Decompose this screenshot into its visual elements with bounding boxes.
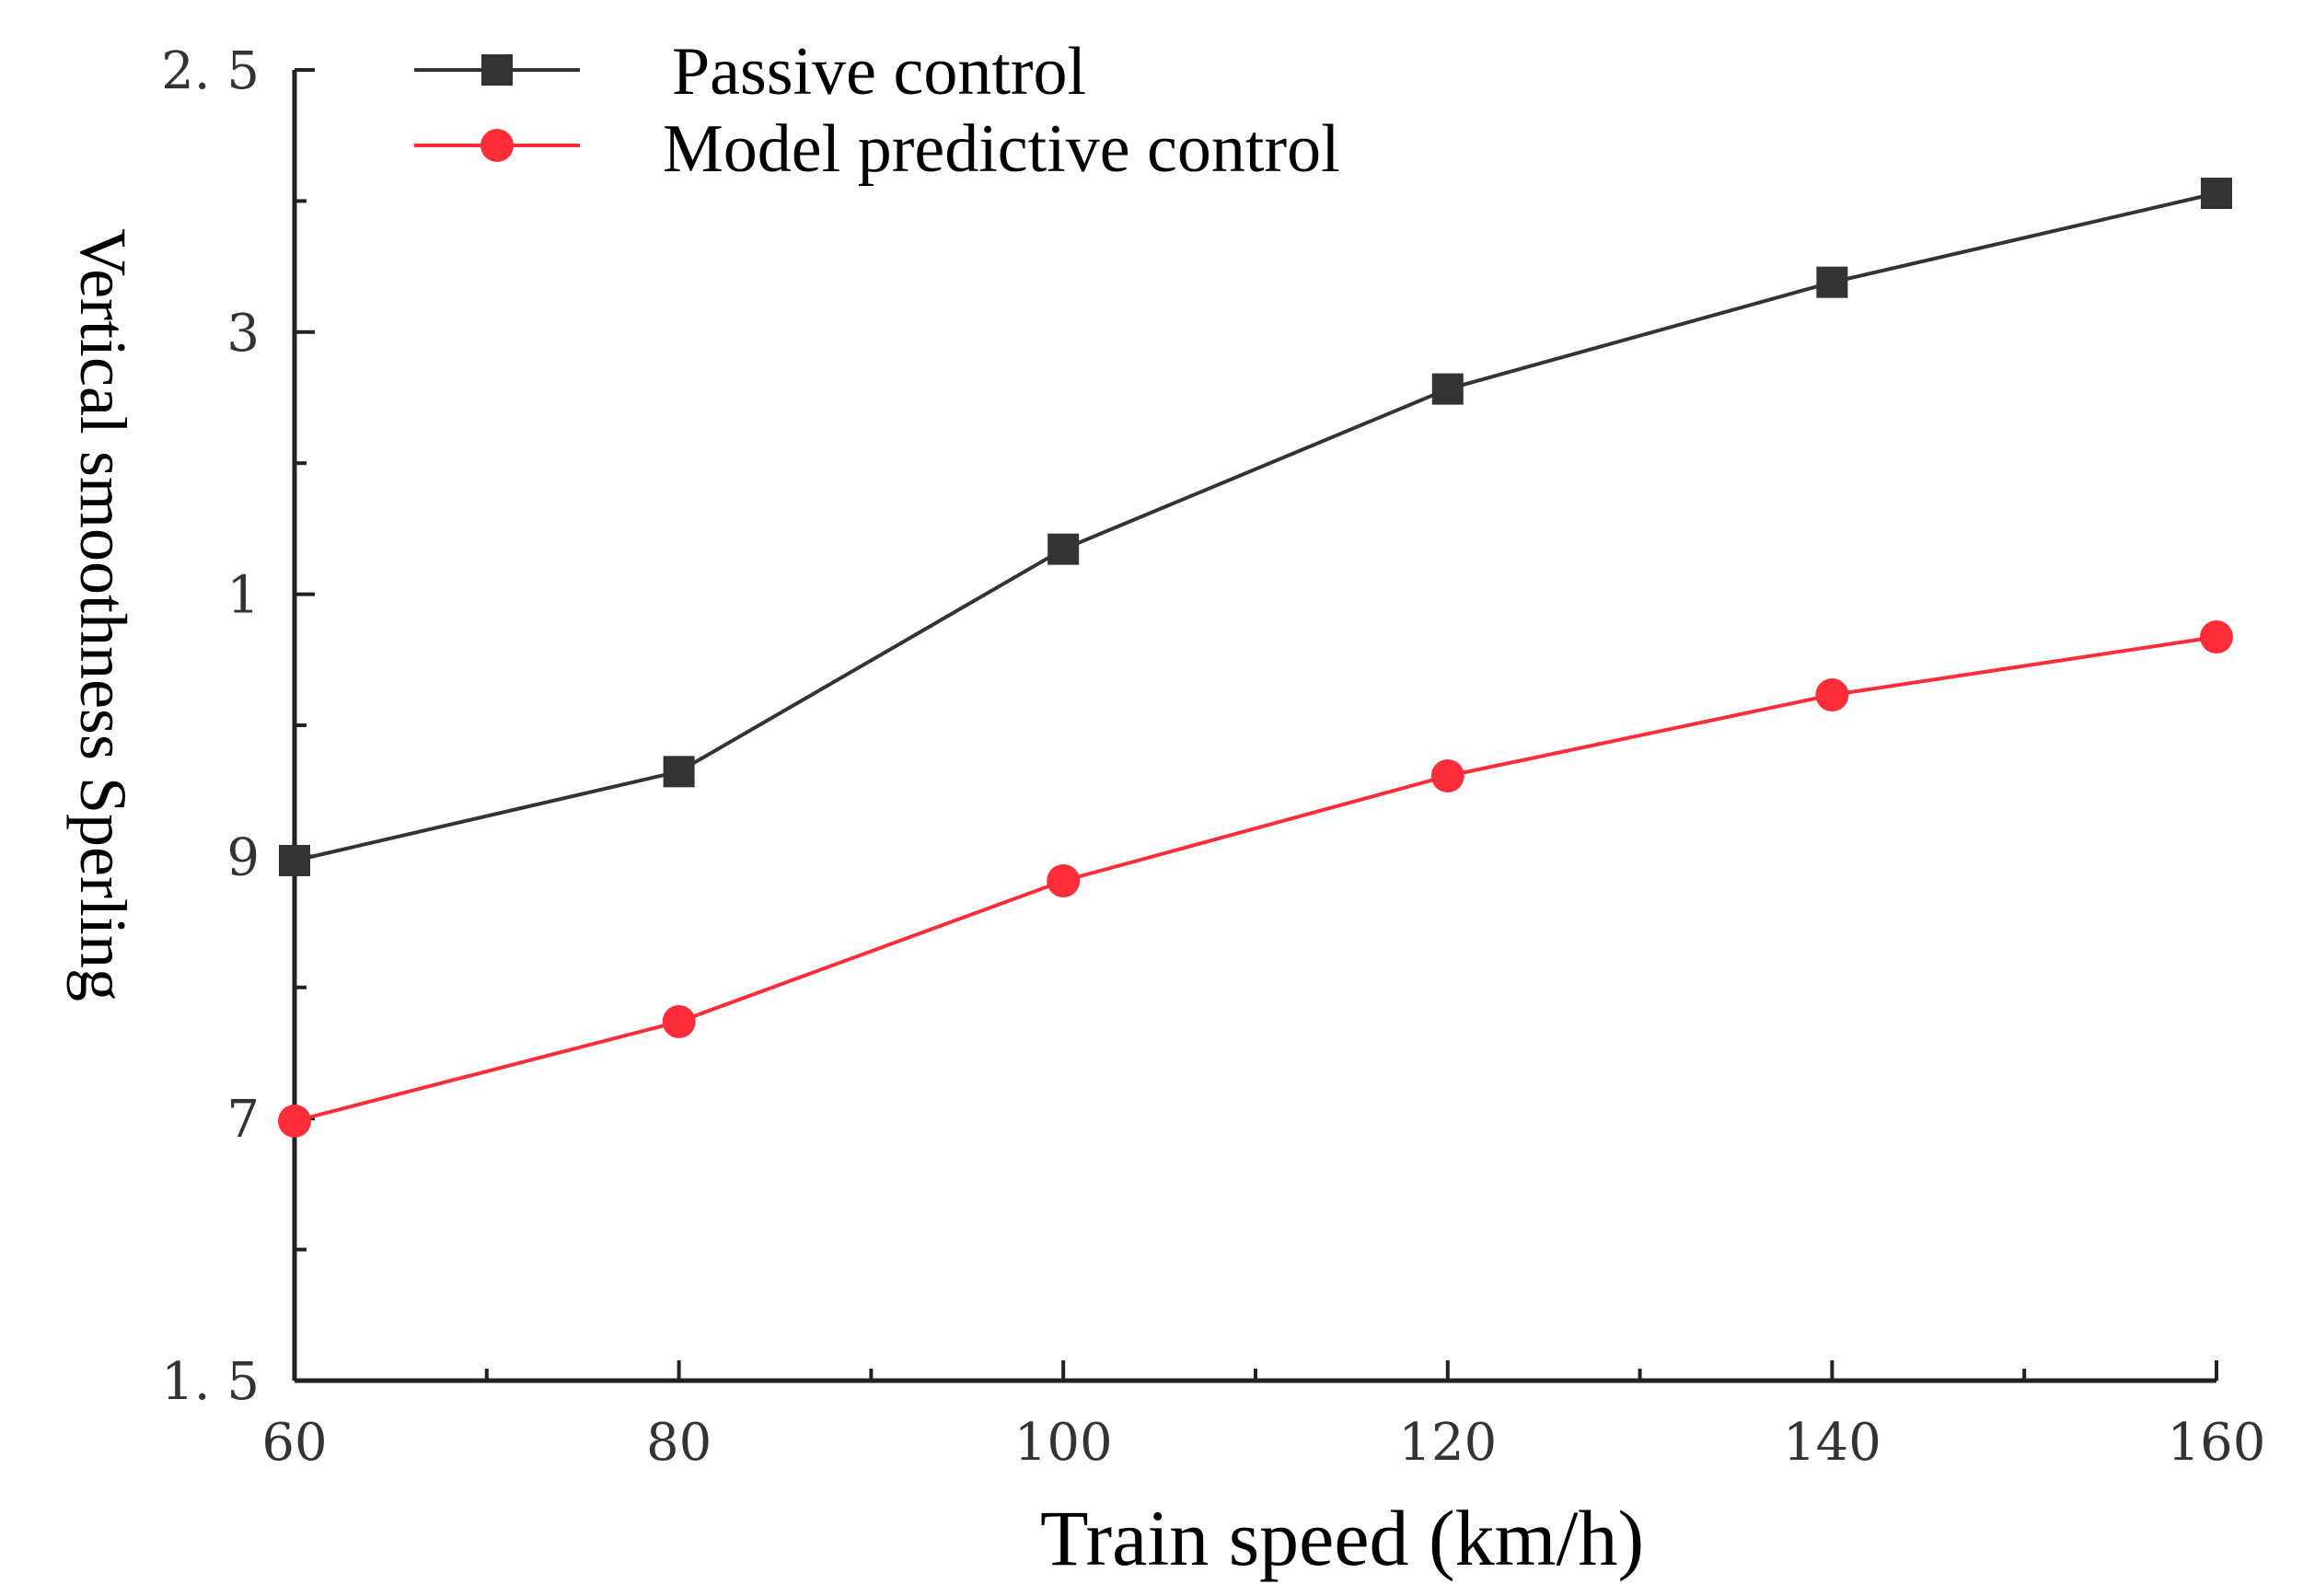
y-tick-label: 9 — [226, 827, 260, 887]
legend-label-mpc: Model predictive control — [663, 111, 1340, 187]
data-point-passive — [279, 845, 310, 876]
x-tick-label: 120 — [1398, 1413, 1497, 1473]
y-tick-label: 3 — [226, 304, 260, 364]
y-tick-label: 7 — [226, 1090, 260, 1150]
data-point-mpc — [1815, 678, 1849, 711]
x-axis-title: Train speed (km/h) — [1040, 1494, 1644, 1582]
legend: Passive control Model predictive control — [414, 34, 1340, 187]
data-point-mpc — [1047, 864, 1081, 897]
data-point-mpc — [278, 1104, 311, 1138]
legend-marker-passive — [481, 54, 513, 86]
series-layer — [278, 178, 2233, 1138]
legend-label-passive: Passive control — [672, 34, 1086, 110]
x-tick-label: 140 — [1783, 1413, 1881, 1473]
data-point-passive — [1047, 533, 1080, 565]
y-tick-label: 1. 5 — [161, 1352, 260, 1412]
data-point-passive — [1431, 373, 1464, 405]
y-tick-label: 2. 5 — [161, 41, 260, 101]
y-tick-label: 1 — [226, 566, 260, 626]
x-tick-label: 60 — [261, 1413, 327, 1473]
series-line-mpc — [294, 635, 2217, 1123]
x-tick-label: 80 — [646, 1413, 712, 1473]
data-point-passive — [2201, 178, 2232, 209]
x-tick-label: 100 — [1014, 1413, 1113, 1473]
data-point-mpc — [2200, 620, 2233, 653]
data-point-passive — [1816, 266, 1848, 298]
data-point-passive — [663, 756, 695, 788]
x-tick-label: 160 — [2168, 1413, 2266, 1473]
data-point-mpc — [1430, 759, 1464, 792]
series-line-passive — [294, 191, 2217, 862]
data-point-mpc — [662, 1005, 696, 1038]
legend-marker-mpc — [480, 129, 514, 162]
y-axis-title: Vertical smoothness Sperling — [66, 228, 140, 1001]
